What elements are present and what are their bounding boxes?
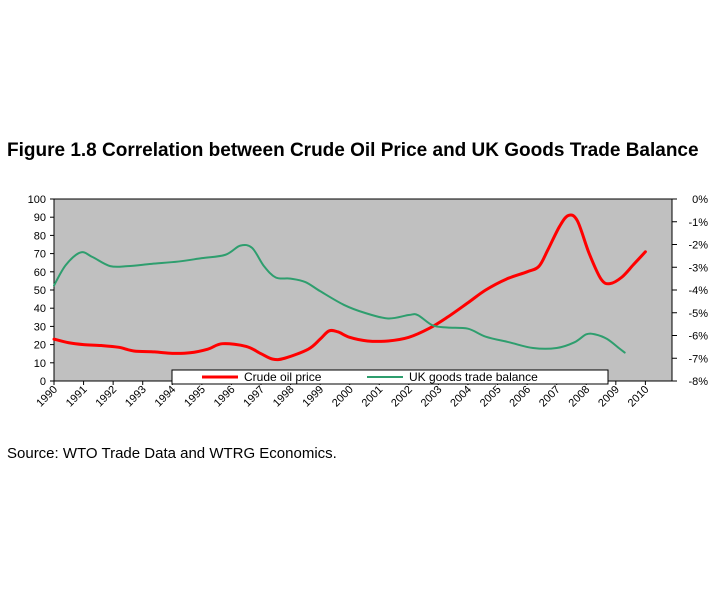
right-axis-tick-label: -4% bbox=[688, 285, 708, 297]
right-y-axis: 0% -1% -2% -3% -4% -5% -6% -7% -8% bbox=[671, 194, 708, 388]
left-y-axis: 0 10 20 30 40 50 60 70 80 90 100 bbox=[28, 194, 54, 388]
x-axis-tick-label: 1998 bbox=[271, 384, 297, 410]
x-axis-tick-label: 1995 bbox=[182, 384, 208, 410]
legend-label-crude-oil-price: Crude oil price bbox=[244, 370, 322, 384]
left-axis-tick-label: 20 bbox=[34, 340, 46, 352]
x-axis-tick-label: 1994 bbox=[153, 384, 179, 410]
right-axis-tick-label: 0% bbox=[692, 194, 708, 206]
left-axis-tick-label: 100 bbox=[28, 194, 46, 206]
left-axis-tick-label: 50 bbox=[34, 285, 46, 297]
left-axis-tick-label: 90 bbox=[34, 212, 46, 224]
x-axis-tick-label: 2003 bbox=[419, 384, 445, 410]
x-axis-tick-label: 1991 bbox=[64, 384, 90, 410]
figure-title: Figure 1.8 Correlation between Crude Oil… bbox=[7, 140, 699, 161]
x-axis: 1990 1991 1992 1993 1994 1995 1996 1997 1998 1999… bbox=[34, 381, 652, 410]
right-axis-tick-label: -8% bbox=[688, 376, 708, 388]
x-axis-tick-label: 2007 bbox=[537, 384, 563, 410]
left-axis-tick-label: 80 bbox=[34, 230, 46, 242]
right-axis-tick-label: -5% bbox=[688, 308, 708, 320]
series-line-uk-goods-trade-balance bbox=[53, 243, 626, 354]
x-axis-tick-label: 2010 bbox=[626, 384, 652, 410]
series-line-crude-oil-price bbox=[52, 213, 647, 362]
x-axis-tick-label: 2005 bbox=[478, 384, 504, 410]
correlation-line-chart: 0 10 20 30 40 50 60 70 80 90 100 0% -1% -2% -3% -4% -5%… bbox=[28, 194, 709, 410]
right-axis-tick-label: -3% bbox=[688, 262, 708, 274]
legend: Crude oil price UK goods trade balance bbox=[171, 369, 609, 385]
x-axis-tick-label: 2004 bbox=[448, 384, 474, 410]
series-lines bbox=[52, 213, 647, 362]
x-axis-tick-label: 2001 bbox=[360, 384, 386, 410]
x-axis-tick-label: 1990 bbox=[34, 384, 60, 410]
x-axis-tick-label: 1996 bbox=[212, 384, 238, 410]
x-axis-tick-label: 2008 bbox=[567, 384, 593, 410]
legend-label-uk-goods-trade-balance: UK goods trade balance bbox=[409, 370, 538, 384]
x-axis-tick-label: 1999 bbox=[300, 384, 326, 410]
left-axis-tick-label: 40 bbox=[34, 303, 46, 315]
x-axis-tick-label: 1992 bbox=[93, 384, 119, 410]
left-axis-tick-label: 70 bbox=[34, 249, 46, 261]
x-axis-tick-label: 2002 bbox=[389, 384, 415, 410]
source-note: Source: WTO Trade Data and WTRG Economic… bbox=[7, 445, 337, 462]
x-axis-tick-label: 2000 bbox=[330, 384, 356, 410]
left-axis-tick-label: 10 bbox=[34, 358, 46, 370]
left-axis-tick-label: 0 bbox=[40, 376, 46, 388]
x-axis-tick-label: 1997 bbox=[241, 384, 267, 410]
right-axis-tick-label: -7% bbox=[688, 353, 708, 365]
x-axis-tick-label: 1993 bbox=[123, 384, 149, 410]
right-axis-tick-label: -6% bbox=[688, 331, 708, 343]
right-axis-tick-label: -1% bbox=[688, 217, 708, 229]
left-axis-tick-label: 30 bbox=[34, 321, 46, 333]
left-axis-tick-label: 60 bbox=[34, 267, 46, 279]
right-axis-tick-label: -2% bbox=[688, 240, 708, 252]
x-axis-tick-label: 2006 bbox=[507, 384, 533, 410]
x-axis-tick-label: 2009 bbox=[596, 384, 622, 410]
